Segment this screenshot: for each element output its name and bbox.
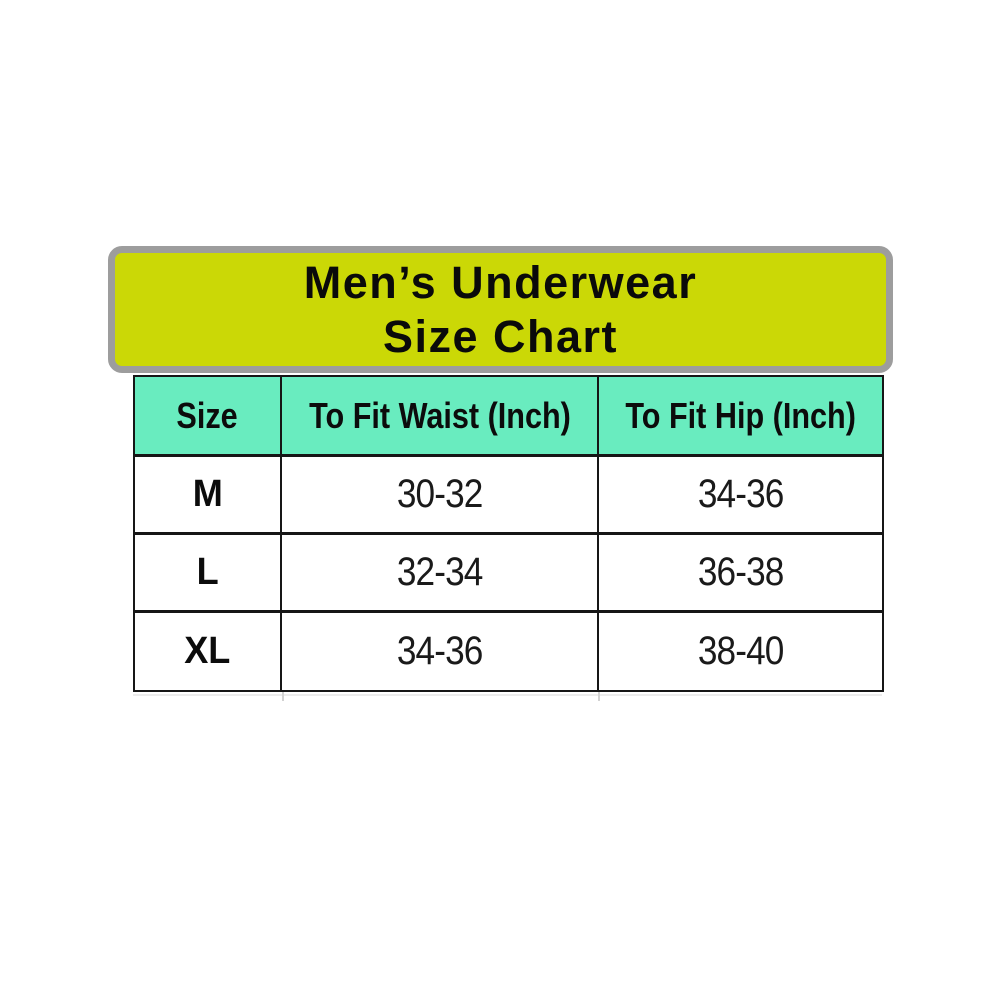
hip-value: 38-40 (697, 629, 785, 673)
ghost-gridline-stub (282, 692, 284, 701)
hip-value: 34-36 (697, 472, 785, 516)
header-label-size: Size (176, 394, 239, 436)
table-row-l-waist-cell: 32-34 (282, 535, 599, 613)
waist-value: 30-32 (396, 472, 484, 516)
table-row-l-hip-cell: 36-38 (599, 535, 882, 613)
table-row-xl-hip-cell: 38-40 (599, 613, 882, 690)
table-row-m-hip-cell: 34-36 (599, 457, 882, 535)
size-value: L (196, 551, 219, 593)
title-banner: Men’s Underwear Size Chart (108, 246, 893, 373)
header-label-hip: To Fit Hip (Inch) (625, 394, 856, 436)
table-row-l-size-cell: L (135, 535, 282, 613)
table-row-m-size-cell: M (135, 457, 282, 535)
waist-value: 34-36 (396, 629, 484, 673)
title-line-1: Men’s Underwear (303, 256, 698, 308)
ghost-gridline-stub (598, 692, 600, 701)
waist-value: 32-34 (396, 550, 484, 594)
table-row-m-waist-cell: 30-32 (282, 457, 599, 535)
header-cell-waist: To Fit Waist (Inch) (282, 377, 599, 457)
hip-value: 36-38 (697, 550, 785, 594)
page-title: Men’s Underwear Size Chart (304, 256, 697, 364)
title-line-2: Size Chart (382, 310, 619, 362)
table-row-xl-size-cell: XL (135, 613, 282, 690)
header-cell-size: Size (135, 377, 282, 457)
size-chart-table: Size To Fit Waist (Inch) To Fit Hip (Inc… (133, 375, 884, 692)
header-label-waist: To Fit Waist (Inch) (308, 394, 571, 436)
header-cell-hip: To Fit Hip (Inch) (599, 377, 882, 457)
size-value: XL (184, 630, 231, 672)
size-value: M (192, 473, 223, 515)
table-row-xl-waist-cell: 34-36 (282, 613, 599, 690)
ghost-gridline (133, 694, 882, 696)
